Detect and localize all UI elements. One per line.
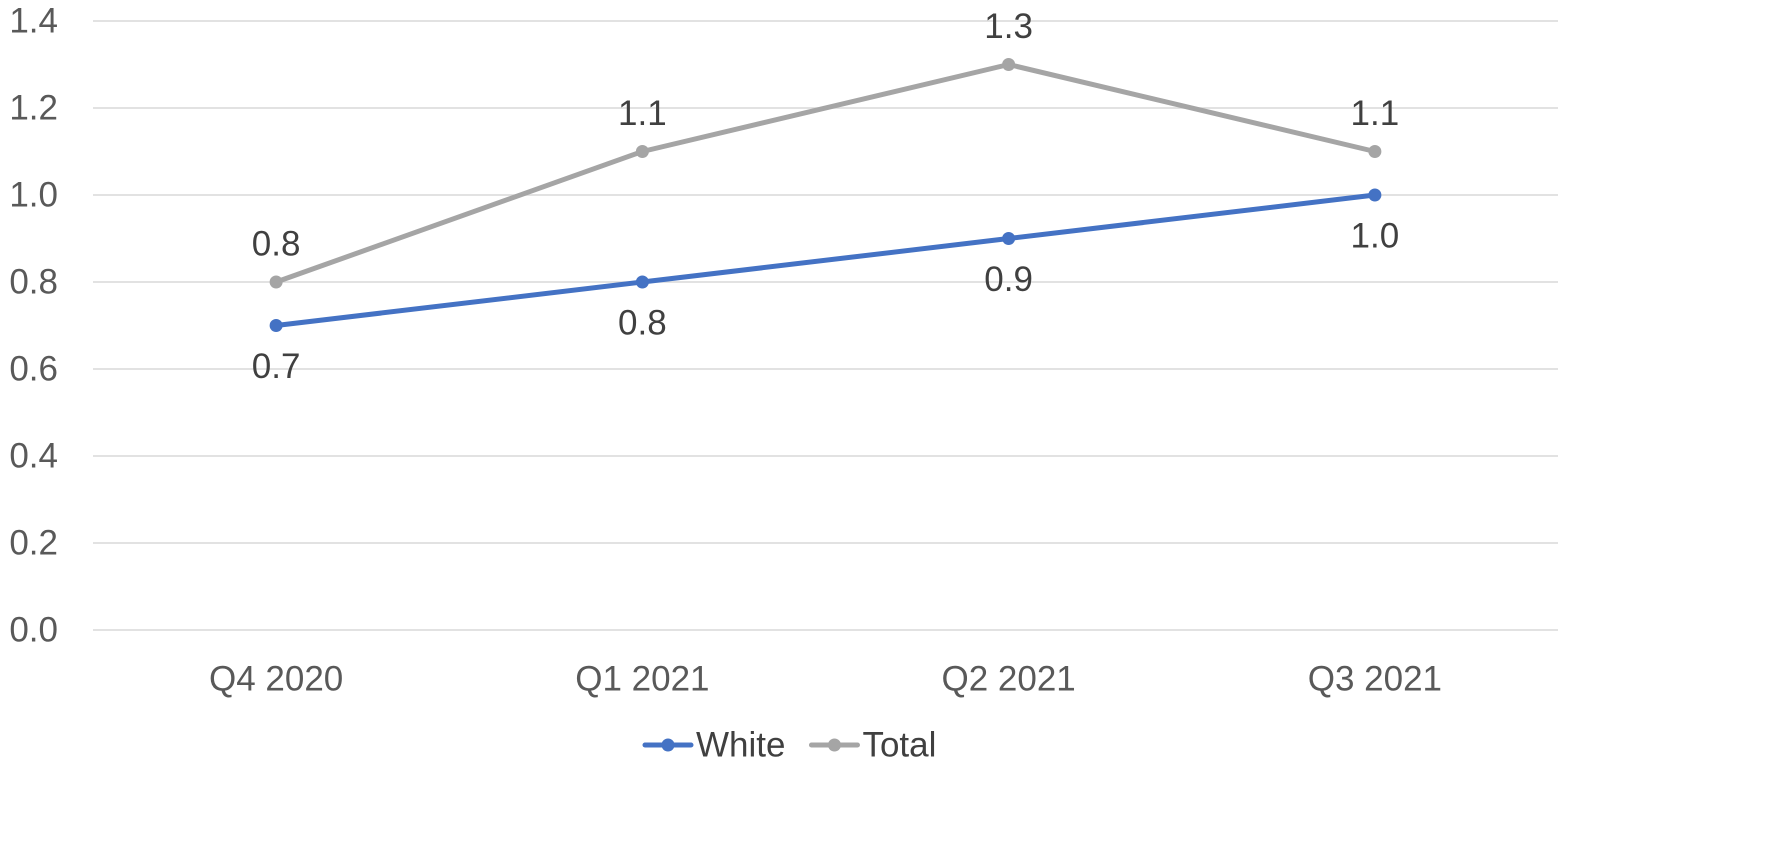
x-axis-tick-labels: Q4 2020 Q1 2021 Q2 2021 Q3 2021 bbox=[209, 660, 1442, 699]
data-label-total: 0.8 bbox=[252, 225, 301, 264]
data-point-total bbox=[269, 275, 283, 289]
y-tick-label: 0.4 bbox=[9, 437, 58, 476]
y-tick-label: 0.0 bbox=[9, 611, 58, 650]
data-label-white: 0.9 bbox=[984, 260, 1033, 299]
legend-label: White bbox=[696, 726, 785, 765]
x-tick-label: Q2 2021 bbox=[941, 660, 1075, 699]
legend-swatch-marker bbox=[827, 738, 841, 752]
data-point-white bbox=[1002, 232, 1016, 245]
series-line-white bbox=[273, 192, 1378, 328]
data-point-white bbox=[1368, 188, 1382, 202]
x-tick-label: Q3 2021 bbox=[1308, 660, 1442, 699]
y-tick-label: 0.8 bbox=[9, 263, 58, 302]
y-tick-label: 1.0 bbox=[9, 176, 58, 215]
data-point-total bbox=[1002, 58, 1016, 71]
series-lines bbox=[269, 58, 1382, 332]
data-label-total: 1.1 bbox=[618, 94, 667, 133]
y-tick-label: 0.6 bbox=[9, 350, 58, 389]
gridlines bbox=[93, 20, 1558, 631]
data-label-white: 0.7 bbox=[252, 347, 301, 386]
legend-swatch-marker bbox=[661, 738, 675, 752]
y-axis-tick-labels: 0.0 0.2 0.4 0.6 0.8 1.0 1.2 1.4 bbox=[9, 2, 58, 650]
legend-item-white: White bbox=[642, 726, 785, 765]
x-tick-label: Q4 2020 bbox=[209, 660, 343, 699]
x-tick-label: Q1 2021 bbox=[575, 660, 709, 699]
y-tick-label: 1.4 bbox=[9, 2, 58, 41]
series-line-total bbox=[273, 62, 1378, 285]
data-point-white bbox=[269, 319, 283, 332]
data-labels: 0.8 1.1 1.3 1.1 0.7 0.8 0.9 1.0 bbox=[252, 7, 1399, 386]
data-point-white bbox=[635, 275, 649, 289]
data-label-total: 1.1 bbox=[1351, 94, 1400, 133]
legend-label: Total bbox=[862, 726, 936, 765]
y-tick-label: 0.2 bbox=[9, 524, 58, 563]
legend-item-total: Total bbox=[808, 726, 936, 765]
y-tick-label: 1.2 bbox=[9, 89, 58, 128]
data-point-total bbox=[635, 145, 649, 158]
data-label-white: 1.0 bbox=[1351, 217, 1400, 256]
legend: White Total bbox=[642, 726, 936, 765]
data-label-total: 1.3 bbox=[984, 7, 1033, 46]
data-label-white: 0.8 bbox=[618, 304, 667, 343]
data-point-total bbox=[1368, 145, 1382, 158]
